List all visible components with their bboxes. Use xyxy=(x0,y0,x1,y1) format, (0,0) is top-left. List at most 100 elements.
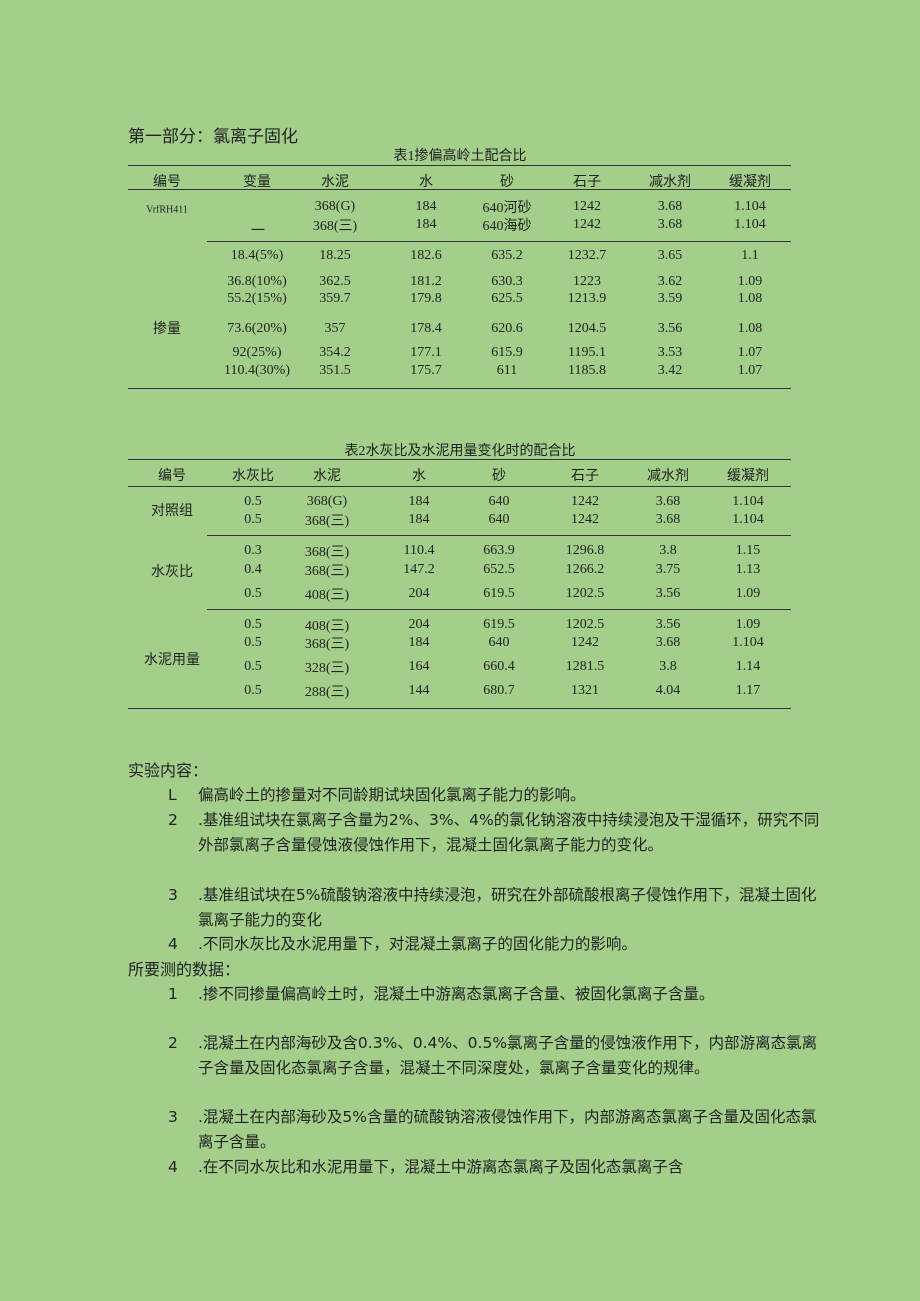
table-cell: 92(25%) xyxy=(232,345,282,360)
table-cell: 368(G) xyxy=(306,494,348,509)
list-number: 2 xyxy=(168,811,178,829)
table-cell: 1202.5 xyxy=(565,617,605,632)
group-label: VrfRH411 xyxy=(146,204,188,216)
table-rule xyxy=(128,165,791,166)
table-cell: 1321 xyxy=(571,683,599,698)
table-cell: 184 xyxy=(408,635,430,650)
table-cell: 368(三) xyxy=(304,637,350,652)
table-cell: 3.68 xyxy=(657,199,683,214)
table-1-caption: 表1掺偏高岭土配合比 xyxy=(393,149,527,164)
table-cell: 663.9 xyxy=(483,543,515,558)
table-cell: 184 xyxy=(408,512,430,527)
table-cell: 0.4 xyxy=(244,562,262,577)
table-header-cell: 水泥 xyxy=(313,469,341,484)
table-cell: 1266.2 xyxy=(565,562,605,577)
table-cell: 0.5 xyxy=(244,586,262,601)
group-label: 一 xyxy=(251,224,265,239)
table-cell: 625.5 xyxy=(491,291,523,306)
table-cell: 179.8 xyxy=(410,291,442,306)
table-cell: 73.6(20%) xyxy=(227,321,287,336)
table-cell: 1195.1 xyxy=(568,345,606,360)
table-cell: 3.56 xyxy=(657,321,683,336)
group-label: 掺量 xyxy=(153,322,181,337)
table-cell: 0.5 xyxy=(244,512,262,527)
table-cell: 652.5 xyxy=(483,562,515,577)
list-item: 3 .基准组试块在5%硫酸钠溶液中持续浸泡，研究在外部硫酸根离子侵蚀作用下，混凝土… xyxy=(168,883,828,933)
table-rule xyxy=(207,609,791,610)
table-cell: 368(G) xyxy=(314,199,356,214)
group-label: 对照组 xyxy=(151,504,193,519)
table-cell: 3.65 xyxy=(657,248,683,263)
table-cell: 1.104 xyxy=(734,199,766,214)
list-number: 4 xyxy=(168,1158,178,1176)
table-cell: 1.17 xyxy=(735,683,761,698)
table-cell: 175.7 xyxy=(410,363,442,378)
table-cell: 0.5 xyxy=(244,659,262,674)
group-label: 水灰比 xyxy=(151,565,193,580)
list-number: 3 xyxy=(168,886,178,904)
table-rule xyxy=(207,241,791,242)
table-2-caption: 表2水灰比及水泥用量变化时的配合比 xyxy=(344,444,576,459)
table-cell: 359.7 xyxy=(319,291,351,306)
table-rule xyxy=(207,535,791,536)
list-number: L xyxy=(168,786,177,804)
table-header-cell: 水泥 xyxy=(321,175,349,190)
table-cell: 18.25 xyxy=(319,248,351,263)
table-cell: 1242 xyxy=(571,494,599,509)
list-item: 4 .在不同水灰比和水泥用量下，混凝土中游离态氯离子及固化态氯离子含 xyxy=(168,1155,828,1180)
table-rule xyxy=(128,459,791,460)
table-cell: 1.104 xyxy=(734,217,766,232)
section-title: 第一部分：氯离子固化 xyxy=(128,127,298,146)
table-cell: 362.5 xyxy=(319,274,351,289)
list-item: 1 .掺不同掺量偏高岭土时，混凝土中游离态氯离子含量、被固化氯离子含量。 xyxy=(168,982,828,1007)
table-cell: 1.104 xyxy=(732,635,764,650)
table-cell: 615.9 xyxy=(491,345,523,360)
group-label: 水泥用量 xyxy=(144,653,200,668)
table-cell: 110.4 xyxy=(403,543,435,558)
list-item: 2 .基准组试块在氯离子含量为2%、3%、4%的氯化钠溶液中持续浸泡及干湿循环，研… xyxy=(168,808,828,858)
table-cell: 178.4 xyxy=(410,321,442,336)
table-cell: 3.68 xyxy=(655,512,681,527)
list-number: 1 xyxy=(168,985,178,1003)
table-cell: 640 xyxy=(488,635,510,650)
table-cell: 620.6 xyxy=(491,321,523,336)
list-text: .掺不同掺量偏高岭土时，混凝土中游离态氯离子含量、被固化氯离子含量。 xyxy=(198,985,715,1003)
table-header-cell: 减水剂 xyxy=(647,469,689,484)
table-cell: 3.56 xyxy=(655,586,681,601)
table-cell: 660.4 xyxy=(483,659,515,674)
list-number: 3 xyxy=(168,1108,178,1126)
table-header-cell: 石子 xyxy=(571,469,599,484)
table-rule xyxy=(128,189,791,190)
table-cell: 1213.9 xyxy=(567,291,607,306)
table-cell: 36.8(10%) xyxy=(227,274,287,289)
table-cell: 408(三) xyxy=(304,619,350,634)
table-header-cell: 变量 xyxy=(243,175,271,190)
table-cell: 1.14 xyxy=(735,659,761,674)
table-cell: 1.13 xyxy=(735,562,761,577)
table-header-cell: 编号 xyxy=(153,175,181,190)
table-cell: 328(三) xyxy=(304,661,350,676)
table-cell: 1242 xyxy=(571,635,599,650)
table-cell: 204 xyxy=(408,617,430,632)
table-cell: 640 xyxy=(488,494,510,509)
table-cell: 184 xyxy=(415,217,437,232)
list-text: .基准组试块在5%硫酸钠溶液中持续浸泡，研究在外部硫酸根离子侵蚀作用下，混凝土固… xyxy=(198,886,817,929)
table-cell: 1.104 xyxy=(732,494,764,509)
table-cell: 1.09 xyxy=(735,586,761,601)
table-cell: 1.08 xyxy=(737,291,763,306)
table-cell: 0.5 xyxy=(244,683,262,698)
table-cell: 3.68 xyxy=(657,217,683,232)
table-cell: 1202.5 xyxy=(565,586,605,601)
table-cell: 368(三) xyxy=(312,219,358,234)
table-cell: 0.5 xyxy=(244,635,262,650)
table-cell: 18.4(5%) xyxy=(230,248,284,263)
table-cell: 1242 xyxy=(573,199,601,214)
table-cell: 1185.8 xyxy=(568,363,606,378)
table-cell: 1204.5 xyxy=(567,321,607,336)
table-cell: 3.62 xyxy=(657,274,683,289)
list-text: .混凝土在内部海砂及含0.3%、0.4%、0.5%氯离子含量的侵蚀液作用下，内部… xyxy=(198,1034,818,1077)
table-cell: 3.68 xyxy=(655,635,681,650)
table-rule xyxy=(128,486,791,487)
table-cell: 611 xyxy=(496,363,518,378)
table-cell: 1.1 xyxy=(741,248,759,263)
